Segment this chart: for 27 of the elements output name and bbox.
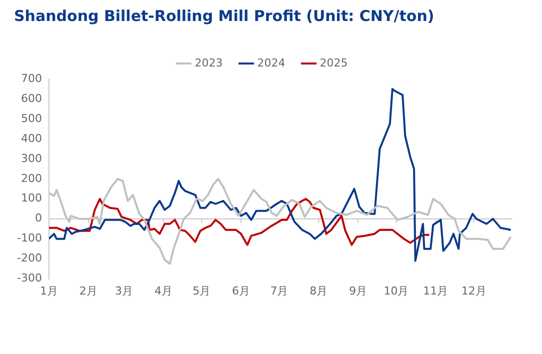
chart-title: Shandong Billet-Rolling Mill Profit (Unit: CNY/ton) (14, 6, 434, 25)
y-tick-label: -200 (16, 252, 42, 265)
y-tick-label: 200 (20, 172, 42, 185)
x-tick-label: 7月 (270, 284, 288, 298)
y-tick-label: -100 (16, 232, 42, 245)
y-tick-label: 300 (20, 152, 42, 165)
x-tick-label: 8月 (310, 284, 328, 298)
legend-label: 2023 (194, 56, 223, 70)
y-tick-label: 700 (20, 72, 42, 85)
x-tick-label: 2月 (79, 284, 98, 298)
y-tick-label: 600 (20, 92, 42, 105)
x-tick-label: 4月 (154, 284, 172, 298)
x-tick-label: 10月 (384, 284, 409, 298)
x-tick-label: 1月 (40, 284, 58, 298)
x-tick-label: 12月 (461, 284, 486, 298)
x-tick-label: 9月 (349, 284, 368, 298)
y-tick-label: -300 (16, 272, 42, 285)
y-tick-label: 400 (20, 132, 42, 145)
x-tick-label: 5月 (192, 284, 211, 298)
x-tick-label: 3月 (115, 284, 134, 298)
legend-label: 2024 (257, 56, 286, 70)
y-tick-label: 500 (20, 112, 42, 125)
legend-label: 2025 (320, 56, 348, 70)
y-tick-label: 100 (20, 192, 42, 205)
y-tick-label: 0 (34, 212, 42, 225)
x-tick-label: 6月 (232, 284, 250, 298)
x-tick-label: 11月 (423, 284, 448, 298)
